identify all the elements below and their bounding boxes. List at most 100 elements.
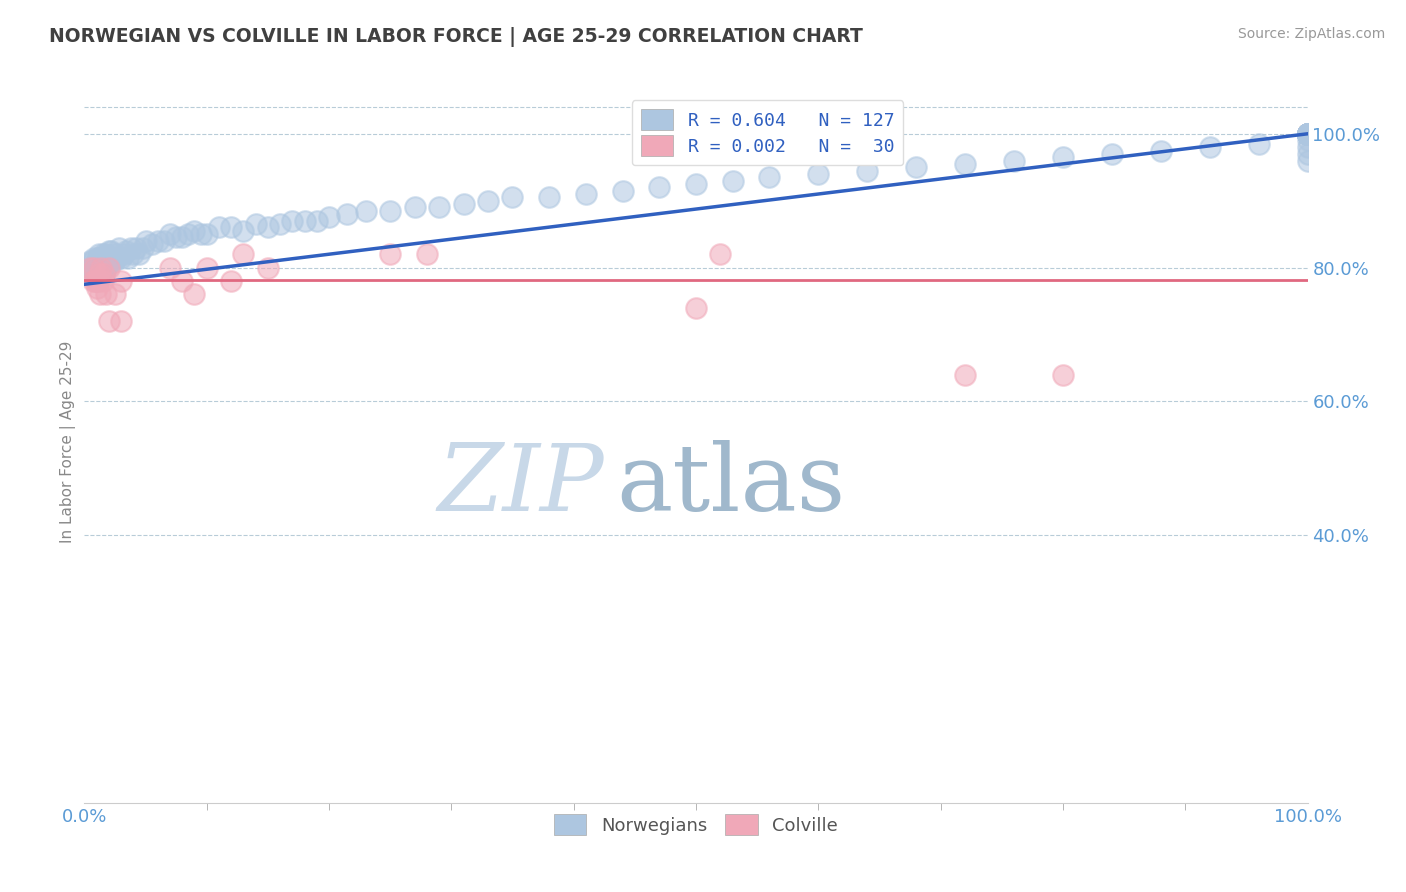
Point: [318, 211, 340, 225]
Point: [1296, 127, 1319, 141]
Point: [336, 207, 359, 221]
Point: [82, 264, 104, 278]
Point: [1296, 127, 1319, 141]
Point: [97, 257, 120, 271]
Point: [758, 170, 780, 185]
Point: [1296, 127, 1319, 141]
Point: [84, 274, 107, 288]
Point: [1150, 144, 1173, 158]
Point: [281, 214, 304, 228]
Point: [1296, 127, 1319, 141]
Point: [953, 157, 976, 171]
Point: [208, 220, 231, 235]
Text: NORWEGIAN VS COLVILLE IN LABOR FORCE | AGE 25-29 CORRELATION CHART: NORWEGIAN VS COLVILLE IN LABOR FORCE | A…: [49, 27, 863, 46]
Point: [93, 251, 115, 265]
Point: [1296, 127, 1319, 141]
Point: [90, 264, 112, 278]
Point: [89, 260, 111, 275]
Point: [83, 251, 105, 265]
Point: [538, 190, 561, 204]
Point: [97, 254, 120, 268]
Text: Source: ZipAtlas.com: Source: ZipAtlas.com: [1237, 27, 1385, 41]
Point: [232, 224, 254, 238]
Point: [1296, 127, 1319, 141]
Point: [354, 203, 377, 218]
Point: [257, 220, 280, 235]
Point: [93, 260, 115, 275]
Point: [87, 268, 110, 282]
Y-axis label: In Labor Force | Age 25-29: In Labor Force | Age 25-29: [60, 341, 76, 542]
Point: [219, 274, 242, 288]
Point: [165, 230, 187, 244]
Point: [141, 237, 163, 252]
Point: [1296, 127, 1319, 141]
Point: [1296, 127, 1319, 141]
Point: [685, 177, 707, 191]
Point: [1296, 127, 1319, 141]
Point: [115, 244, 138, 258]
Point: [87, 268, 110, 282]
Point: [305, 214, 328, 228]
Point: [219, 220, 242, 235]
Point: [89, 270, 111, 285]
Point: [1296, 127, 1319, 141]
Point: [91, 274, 114, 288]
Point: [96, 260, 118, 275]
Point: [709, 247, 731, 261]
Point: [1247, 136, 1270, 151]
Point: [1296, 127, 1319, 141]
Point: [89, 287, 111, 301]
Point: [245, 217, 267, 231]
Point: [905, 161, 928, 175]
Point: [96, 247, 118, 261]
Legend: Norwegians, Colville: Norwegians, Colville: [546, 805, 846, 845]
Point: [177, 227, 200, 242]
Point: [91, 247, 114, 261]
Point: [105, 251, 128, 265]
Point: [195, 260, 218, 275]
Point: [1296, 127, 1319, 141]
Point: [93, 268, 115, 282]
Point: [1296, 127, 1319, 141]
Point: [172, 230, 194, 244]
Point: [82, 274, 104, 288]
Point: [953, 368, 976, 382]
Point: [79, 260, 101, 275]
Point: [83, 260, 105, 275]
Point: [1296, 127, 1319, 141]
Point: [612, 184, 634, 198]
Point: [110, 314, 132, 328]
Point: [91, 257, 114, 271]
Point: [100, 244, 122, 258]
Point: [1296, 134, 1319, 148]
Point: [87, 270, 110, 285]
Point: [79, 268, 101, 282]
Point: [380, 203, 402, 218]
Point: [1296, 127, 1319, 141]
Point: [112, 247, 135, 261]
Point: [117, 251, 139, 265]
Point: [1296, 127, 1319, 141]
Point: [90, 260, 112, 275]
Point: [269, 217, 291, 231]
Point: [79, 254, 101, 268]
Point: [575, 187, 598, 202]
Point: [84, 257, 107, 271]
Point: [128, 247, 150, 261]
Point: [94, 254, 117, 268]
Point: [856, 163, 879, 178]
Point: [120, 241, 142, 255]
Point: [132, 241, 155, 255]
Point: [427, 201, 450, 215]
Point: [84, 268, 107, 282]
Point: [404, 201, 426, 215]
Point: [1296, 127, 1319, 141]
Point: [1002, 153, 1025, 168]
Point: [159, 260, 181, 275]
Point: [104, 287, 127, 301]
Point: [453, 197, 475, 211]
Point: [97, 244, 120, 258]
Point: [257, 260, 280, 275]
Point: [90, 254, 112, 268]
Text: atlas: atlas: [616, 440, 846, 530]
